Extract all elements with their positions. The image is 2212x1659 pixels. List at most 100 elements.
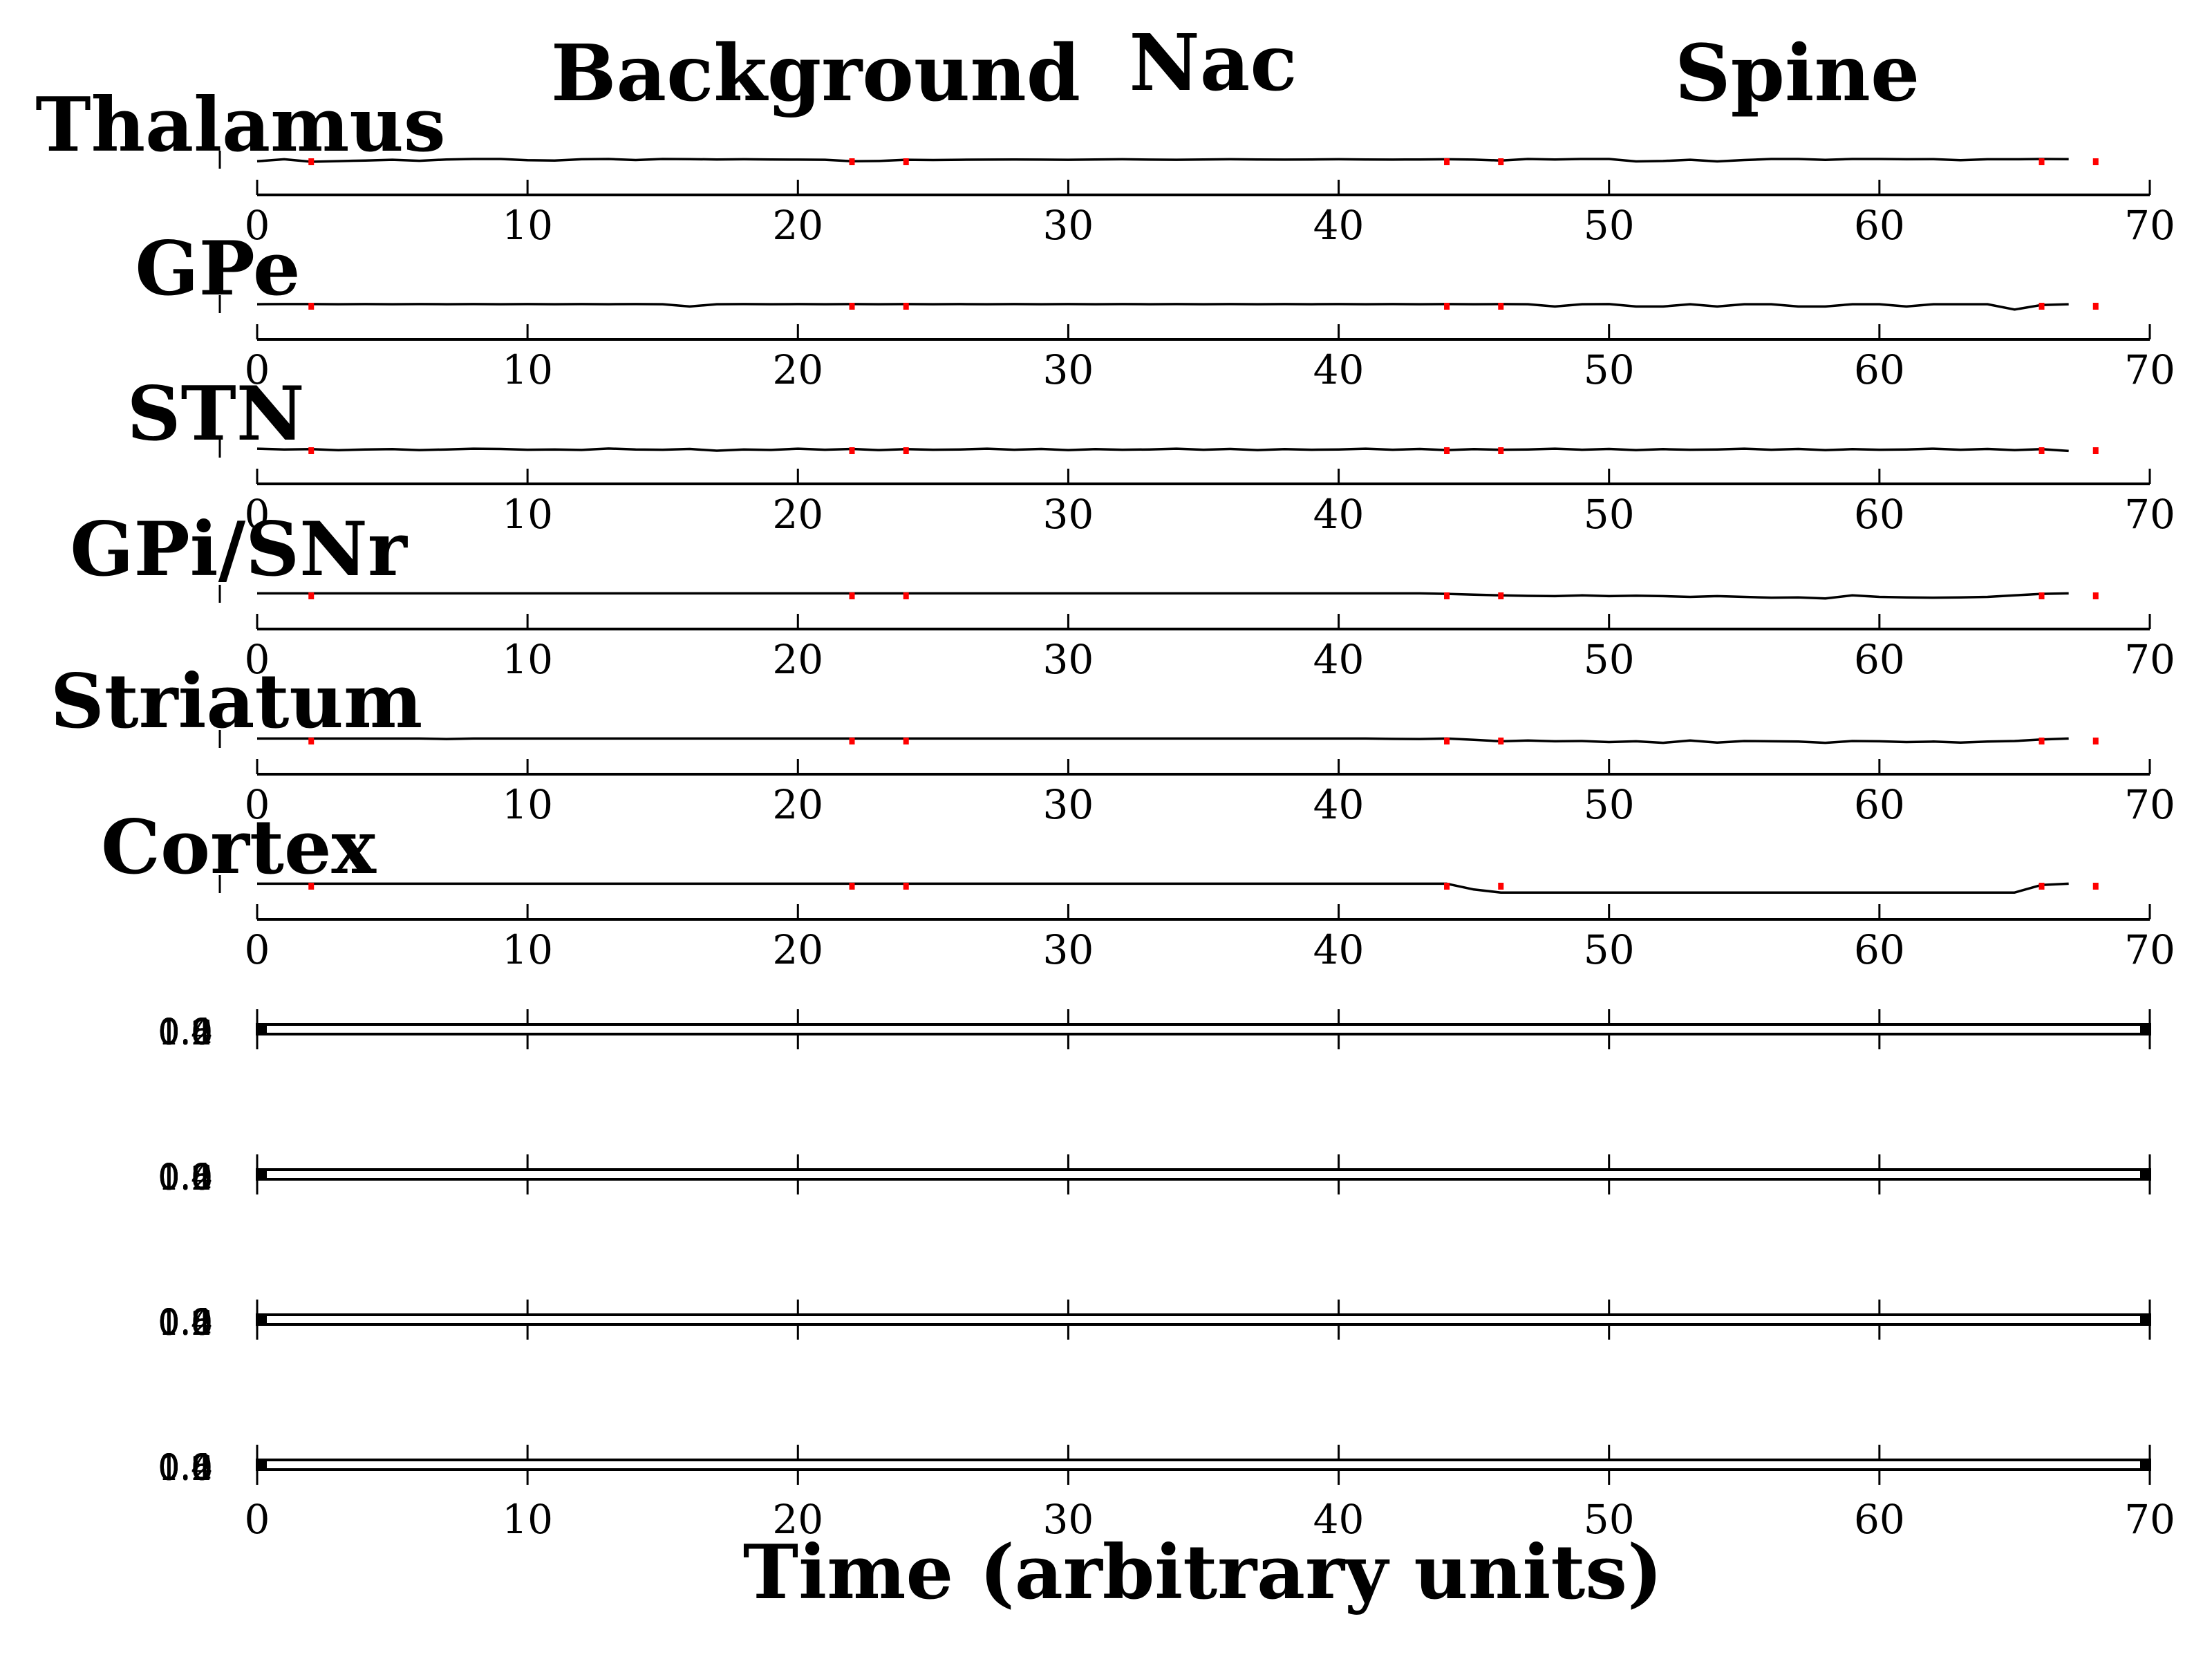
event-marker <box>903 738 909 744</box>
x-tick-label: 50 <box>1584 781 1635 828</box>
event-marker <box>2038 738 2045 744</box>
x-tick-label: 70 <box>2124 346 2175 393</box>
panel-title: GPi/SNr <box>70 506 409 593</box>
event-marker <box>2092 883 2099 890</box>
y-tick-label: 0.8 <box>158 1011 213 1051</box>
y-tick-label: 1.0 <box>158 1303 213 1343</box>
x-tick-label: 20 <box>772 1496 823 1543</box>
x-tick-label: 20 <box>772 491 823 538</box>
panel-cortex: Cortex 0 10 20 30 40 50 60 70 <box>101 804 2175 973</box>
event-marker <box>849 447 855 454</box>
signal-trace <box>256 447 2069 453</box>
event-marker <box>849 883 855 890</box>
phase-labels: Background Nac Spine <box>551 18 1920 119</box>
event-marker <box>1444 592 1450 599</box>
event-marker <box>2038 447 2045 454</box>
y-tick-label: 0.6 <box>158 1448 213 1488</box>
panel-thalamus: Thalamus 0 10 20 30 40 50 60 70 <box>35 82 2175 249</box>
y-tick-label: 0.2 <box>158 1303 213 1343</box>
event-marker <box>1498 883 1504 890</box>
x-tick-label: 70 <box>2124 491 2175 538</box>
event-marker <box>903 158 909 165</box>
flat-band-end-right <box>2140 1315 2150 1324</box>
x-tick-label: 60 <box>1854 1496 1905 1543</box>
event-marker <box>849 592 855 599</box>
event-marker <box>903 592 909 599</box>
y-tick-label: 0.2 <box>158 1013 213 1053</box>
y-tick-label: 0.6 <box>158 1013 213 1053</box>
y-tick-label: 1.0 <box>158 1013 213 1053</box>
event-marker <box>1444 883 1450 890</box>
event-marker <box>849 158 855 165</box>
event-marker <box>1444 303 1450 310</box>
y-tick-label: 0.2 <box>158 1448 213 1488</box>
flat-band-end-right <box>2140 1170 2150 1179</box>
flat-panel: 0.00.20.40.60.81.0 0 10 20 30 40 50 60 70 <box>158 1445 2175 1543</box>
flat-band-end-left <box>257 1315 267 1324</box>
x-axis-label: Time (arbitrary units) <box>743 1529 1662 1616</box>
x-tick-label: 50 <box>1584 636 1635 683</box>
event-marker <box>1444 738 1450 744</box>
x-tick-label: 30 <box>1043 1496 1094 1543</box>
event-marker <box>903 303 909 310</box>
x-tick-label: 40 <box>1313 202 1365 249</box>
x-tick-label: 0 <box>245 202 270 249</box>
y-tick-label: 0.8 <box>158 1156 213 1197</box>
flat-panel: 0.00.20.40.60.81.0 <box>158 1009 2151 1053</box>
x-tick-label: 10 <box>502 636 553 683</box>
y-tick-label: 0.0 <box>158 1447 213 1487</box>
event-marker <box>2038 158 2045 165</box>
x-tick-label: 50 <box>1584 491 1635 538</box>
event-marker <box>903 447 909 454</box>
x-tick-label: 30 <box>1043 202 1094 249</box>
event-marker <box>308 447 315 454</box>
panel-title: Thalamus <box>35 82 445 169</box>
flat-panel: 0.00.20.40.60.81.0 <box>158 1154 2151 1198</box>
panel-title: STN <box>126 371 304 458</box>
x-tick-label: 60 <box>1854 346 1905 393</box>
x-tick-label: 60 <box>1854 491 1905 538</box>
flat-band <box>256 1313 2151 1326</box>
event-marker <box>2092 592 2099 599</box>
panel-gpe: GPe 0 10 20 30 40 50 60 70 <box>135 225 2175 393</box>
x-tick-label: 60 <box>1854 926 1905 973</box>
event-marker <box>308 158 315 165</box>
x-tick-label: 40 <box>1313 636 1365 683</box>
event-marker <box>849 738 855 744</box>
x-tick-label: 60 <box>1854 636 1905 683</box>
y-tick-label: 0.0 <box>158 1011 213 1051</box>
y-tick-label: 0.6 <box>158 1303 213 1343</box>
x-tick-label: 0 <box>245 346 270 393</box>
event-marker <box>1498 592 1504 599</box>
signal-trace <box>257 737 2069 744</box>
x-tick-label: 20 <box>772 346 823 393</box>
y-tick-label: 0.6 <box>158 1158 213 1198</box>
x-tick-label: 10 <box>502 346 553 393</box>
flat-band <box>256 1023 2151 1035</box>
x-tick-label: 20 <box>772 781 823 828</box>
x-tick-label: 0 <box>245 1496 270 1543</box>
flat-band-end-right <box>2140 1024 2150 1034</box>
x-tick-label: 30 <box>1043 926 1094 973</box>
x-tick-label: 0 <box>245 781 270 828</box>
x-tick-label: 0 <box>245 926 270 973</box>
panel-title: Cortex <box>101 804 377 891</box>
y-tick-label: 0.4 <box>158 1156 213 1197</box>
event-marker <box>849 303 855 310</box>
event-marker <box>2092 738 2099 744</box>
phase-label-spine: Spine <box>1675 28 1920 119</box>
y-tick-label: 0.0 <box>158 1156 213 1197</box>
y-tick-label: 0.2 <box>158 1158 213 1198</box>
x-tick-label: 40 <box>1313 491 1365 538</box>
event-marker <box>1498 303 1504 310</box>
flat-band-end-left <box>257 1460 267 1470</box>
x-tick-label: 10 <box>502 491 553 538</box>
panel-title: GPe <box>135 225 300 312</box>
signal-trace <box>257 882 2069 894</box>
x-tick-label: 30 <box>1043 346 1094 393</box>
event-marker <box>2038 303 2045 310</box>
event-marker <box>1498 158 1504 165</box>
event-marker <box>903 883 909 890</box>
